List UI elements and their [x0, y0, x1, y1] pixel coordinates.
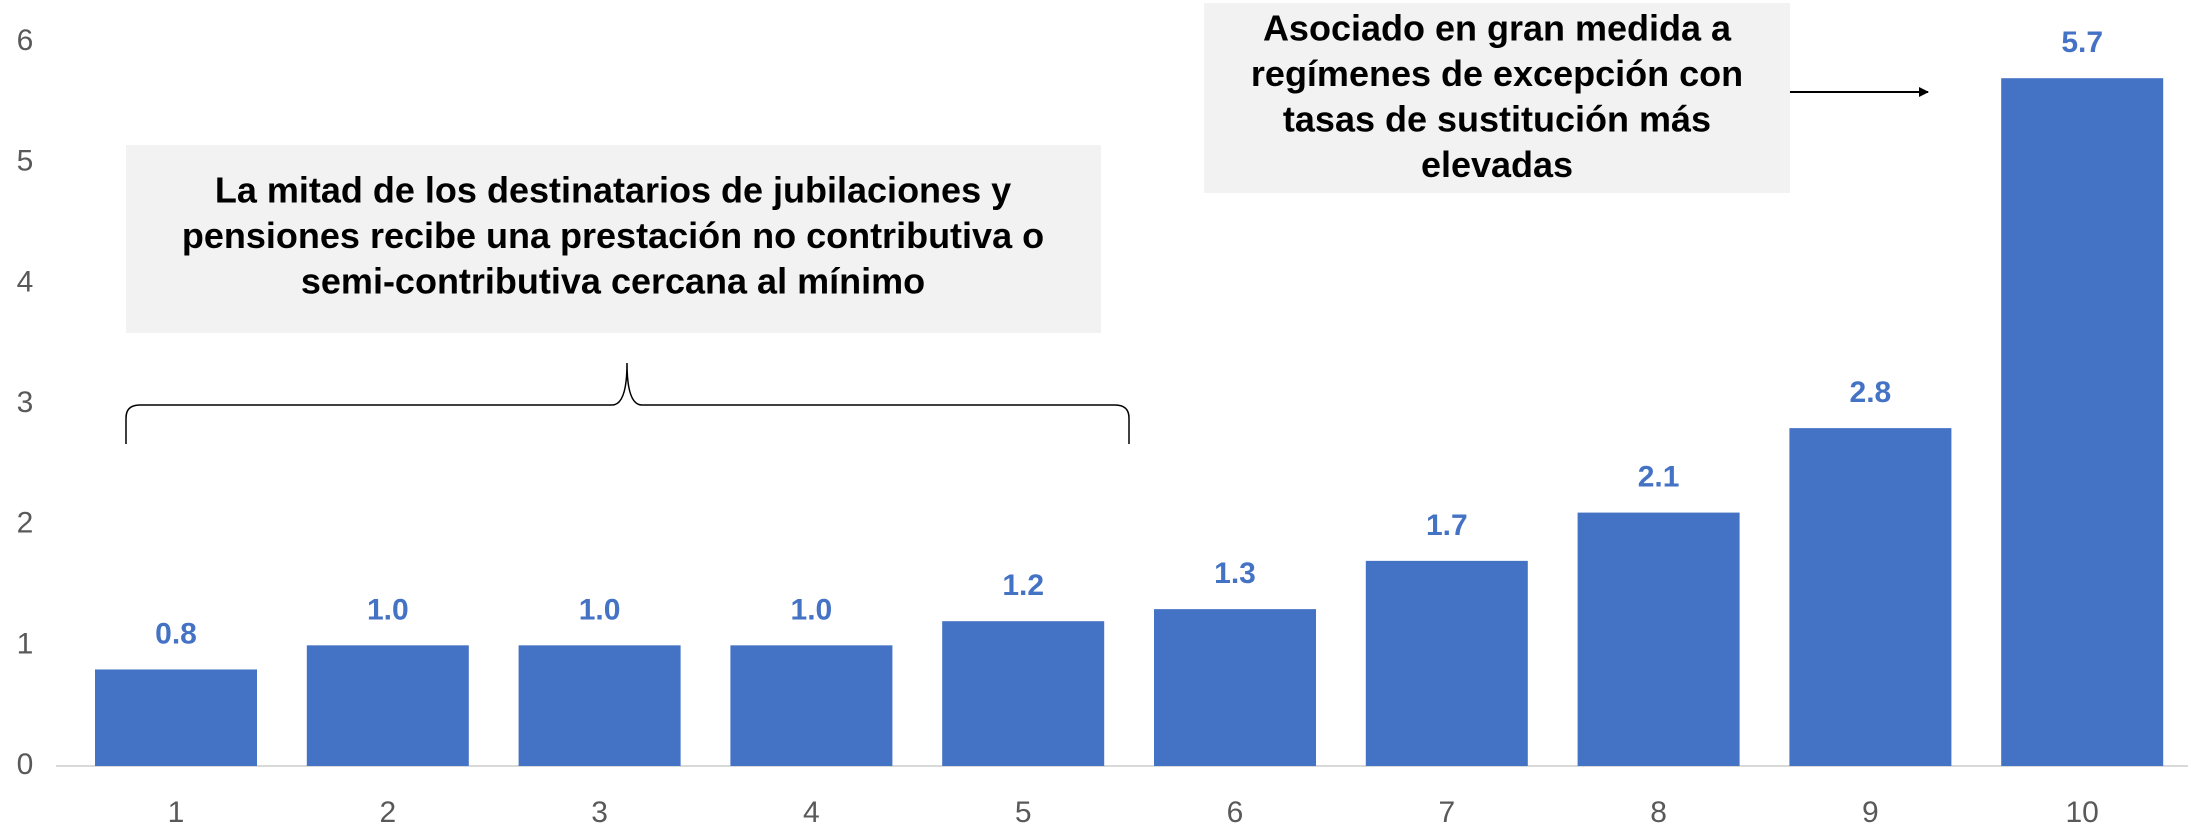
- value-label: 0.8: [155, 617, 197, 650]
- x-tick-label: 3: [591, 796, 608, 829]
- bar: [1154, 609, 1316, 766]
- bar: [2001, 78, 2164, 766]
- value-label: 2.8: [1850, 376, 1892, 409]
- brace: [125, 362, 1130, 444]
- value-label: 1.2: [1002, 569, 1044, 602]
- y-tick-label: 5: [17, 145, 34, 178]
- annotation-text: Asociado en gran medida a: [1263, 8, 1732, 49]
- value-label: 1.0: [791, 593, 833, 626]
- annotation-text: regímenes de excepción con: [1251, 53, 1743, 94]
- y-tick-label: 3: [17, 386, 34, 419]
- x-tick-label: 9: [1862, 796, 1879, 829]
- annotation-text: tasas de sustitución más: [1283, 99, 1711, 140]
- value-label: 1.0: [579, 593, 621, 626]
- annotation-box: [126, 145, 1101, 333]
- bar: [1789, 428, 1952, 766]
- value-label: 5.7: [2061, 26, 2103, 59]
- y-tick-label: 0: [17, 748, 34, 781]
- value-label: 1.3: [1214, 557, 1256, 590]
- annotation-box: [1204, 3, 1790, 193]
- x-tick-label: 1: [168, 796, 185, 829]
- annotation-text: pensiones recibe una prestación no contr…: [182, 215, 1044, 256]
- bar: [942, 621, 1105, 766]
- bar: [730, 645, 893, 766]
- y-tick-label: 6: [17, 24, 34, 57]
- x-tick-label: 6: [1227, 796, 1244, 829]
- x-tick-label: 4: [803, 796, 820, 829]
- value-label: 2.1: [1638, 461, 1680, 494]
- bar: [95, 669, 257, 766]
- y-tick-label: 4: [17, 265, 34, 298]
- annotation-text: elevadas: [1421, 144, 1573, 185]
- bar: [306, 645, 469, 766]
- x-tick-label: 10: [2066, 796, 2099, 829]
- annotation-text: semi-contributiva cercana al mínimo: [301, 261, 925, 302]
- value-label: 1.7: [1426, 509, 1468, 542]
- value-label: 1.0: [367, 593, 409, 626]
- bar: [518, 645, 681, 766]
- annotation-text: La mitad de los destinatarios de jubilac…: [215, 170, 1011, 211]
- y-tick-label: 2: [17, 507, 34, 540]
- bar: [1365, 560, 1528, 766]
- bar: [1577, 512, 1740, 766]
- x-tick-label: 7: [1438, 796, 1455, 829]
- x-tick-label: 2: [379, 796, 396, 829]
- x-tick-label: 5: [1015, 796, 1032, 829]
- y-tick-label: 1: [17, 627, 34, 660]
- x-tick-label: 8: [1650, 796, 1667, 829]
